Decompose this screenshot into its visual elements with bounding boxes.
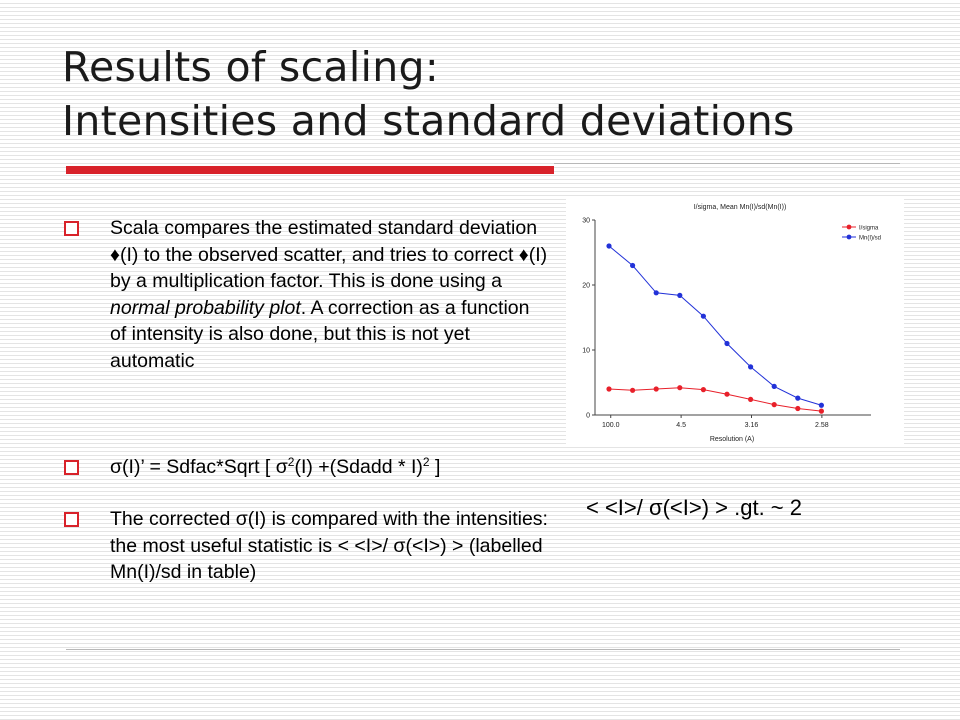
data-point — [818, 402, 824, 408]
data-point — [795, 405, 801, 412]
chart-svg: I/sigma, Mean Mn(I)/sd(Mn(I)) Resolution… — [582, 204, 881, 443]
ratio-formula: < <I>/ σ(<I>) > .gt. ~ 2 — [586, 495, 802, 520]
series-line — [608, 245, 822, 406]
legend-label: I/sigma — [859, 226, 879, 232]
bullet-1-text: Scala compares the estimated standard de… — [110, 217, 548, 292]
square-bullet-icon — [64, 221, 79, 236]
chart-title: I/sigma, Mean Mn(I)/sd(Mn(I)) — [694, 204, 787, 211]
title-underline-red — [66, 166, 554, 174]
formula-part-b: (I) +(Sdadd * I) — [294, 456, 423, 478]
data-point — [748, 364, 754, 370]
data-point — [653, 290, 659, 296]
title-line-2: Intensities and standard deviations — [62, 97, 795, 145]
legend-marker — [846, 224, 852, 230]
data-point — [606, 386, 612, 392]
axis-ticks: 0 10 20 30 100.0 4.5 3.16 2.58 — [582, 218, 829, 430]
legend-label: Mn(I)/sd — [859, 236, 881, 242]
square-bullet-icon — [64, 512, 79, 527]
bullet-1-tail: . A correction as a function of intensit… — [110, 296, 530, 372]
data-point — [724, 391, 730, 397]
y-tick-label: 20 — [582, 283, 590, 290]
data-point — [771, 383, 777, 389]
data-point — [630, 387, 636, 393]
y-tick-label: 30 — [582, 218, 590, 225]
title-line-1: Results of scaling: — [62, 43, 439, 91]
data-point — [748, 396, 754, 402]
data-point — [653, 386, 659, 392]
data-point — [630, 262, 636, 269]
formula-part-a: σ(I)’ = Sdfac*Sqrt [ σ — [110, 456, 288, 478]
series-lines — [608, 245, 822, 412]
x-tick-label: 3.16 — [745, 422, 759, 429]
x-axis-label: Resolution (A) — [710, 436, 754, 443]
series-points — [606, 243, 824, 414]
data-point — [700, 387, 706, 393]
data-point — [677, 385, 683, 391]
data-point — [724, 340, 730, 347]
legend-marker — [846, 234, 852, 240]
chart-legend: I/sigma Mn(I)/sd — [842, 224, 881, 242]
bullet-text: σ(I)’ = Sdfac*Sqrt [ σ2(I) +(Sdadd * I)2… — [110, 454, 550, 481]
x-tick-label: 4.5 — [676, 422, 686, 429]
bullet-1-emphasis: normal probability plot — [110, 296, 301, 319]
series-line — [608, 387, 822, 412]
data-point — [677, 292, 683, 298]
footer-rule — [66, 649, 900, 650]
y-tick-label: 10 — [582, 348, 590, 355]
data-point — [606, 243, 612, 249]
data-point — [771, 402, 777, 408]
scaling-chart: I/sigma, Mean Mn(I)/sd(Mn(I)) Resolution… — [566, 198, 904, 446]
formula-superscript-1: 2 — [287, 455, 295, 469]
data-point — [795, 395, 801, 401]
formula-superscript-2: 2 — [422, 455, 430, 469]
y-tick-label: 0 — [586, 413, 590, 420]
data-point — [818, 408, 824, 414]
x-tick-label: 100.0 — [602, 422, 620, 429]
bullet-text: Scala compares the estimated standard de… — [110, 215, 550, 374]
formula-part-c: ] — [429, 456, 441, 478]
x-tick-label: 2.58 — [815, 422, 829, 429]
square-bullet-icon — [64, 460, 79, 475]
bullet-text: The corrected σ(I) is compared with the … — [110, 508, 548, 583]
title-underline-gray — [554, 163, 900, 164]
data-point — [700, 313, 706, 319]
slide-title: Results of scaling: Intensities and stan… — [62, 40, 922, 148]
